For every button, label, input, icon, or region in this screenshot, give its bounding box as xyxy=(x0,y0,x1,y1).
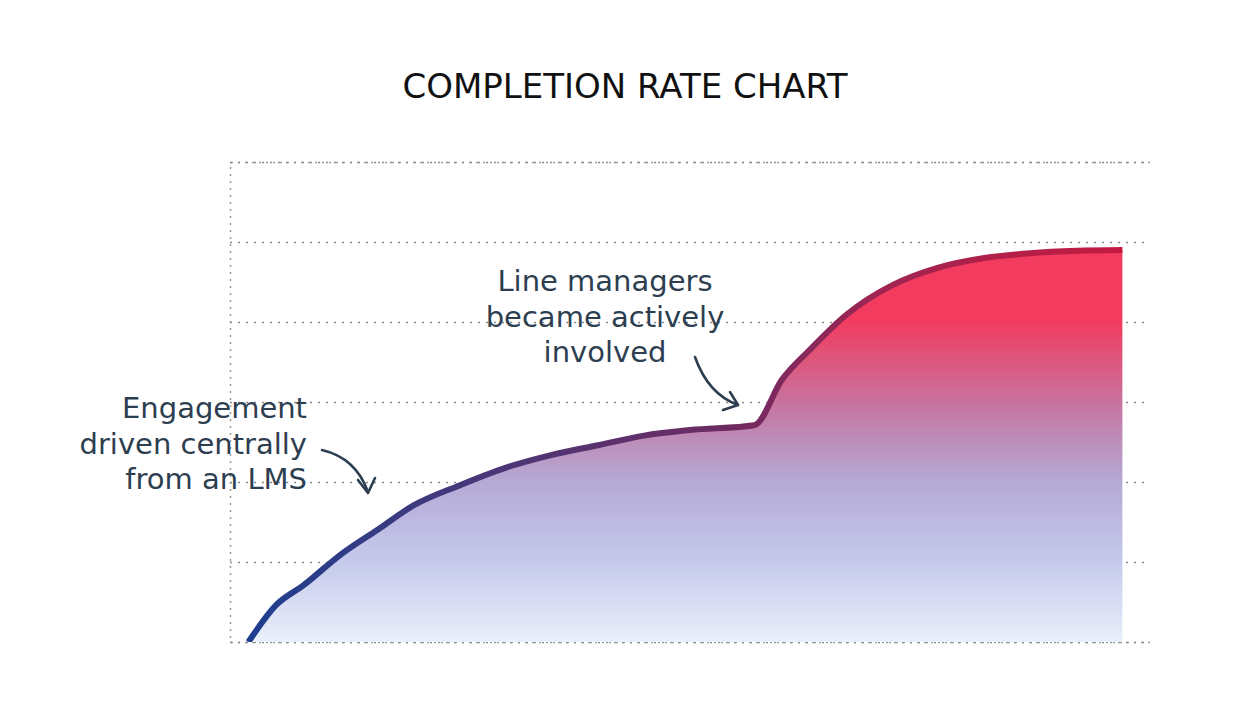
annotation-arrowhead xyxy=(358,478,375,493)
annotation-line: became actively xyxy=(486,300,725,334)
y-tick xyxy=(230,642,1150,643)
area-fill xyxy=(248,250,1122,642)
grid-line xyxy=(230,242,1150,244)
chart-container: COMPLETION RATE CHART Engagementdriven ce… xyxy=(0,0,1240,720)
annotation-line: driven centrally xyxy=(80,427,308,461)
y-axis-line xyxy=(231,163,1151,643)
y-axis xyxy=(230,163,1150,643)
plot-area xyxy=(248,250,1122,642)
annotation-line: Line managers xyxy=(497,264,712,298)
annotation-text: Line managersbecame activelyinvolved xyxy=(486,264,725,369)
annotation-line: from an LMS xyxy=(125,462,307,496)
annotation-arrowhead xyxy=(723,392,738,410)
grid-line xyxy=(230,162,1150,164)
y-tick xyxy=(230,242,1150,243)
annotation: Engagementdriven centrallyfrom an LMS xyxy=(80,391,376,496)
annotation-text: Engagementdriven centrallyfrom an LMS xyxy=(80,391,308,496)
annotation: Line managersbecame activelyinvolved xyxy=(486,264,738,410)
y-tick xyxy=(230,162,1150,163)
chart-svg: COMPLETION RATE CHART Engagementdriven ce… xyxy=(0,0,1240,720)
annotation-line: involved xyxy=(544,335,667,369)
annotation-line: Engagement xyxy=(122,391,307,425)
chart-title: COMPLETION RATE CHART xyxy=(403,66,848,106)
area-line xyxy=(248,250,1122,642)
annotation-arrow xyxy=(695,357,738,405)
